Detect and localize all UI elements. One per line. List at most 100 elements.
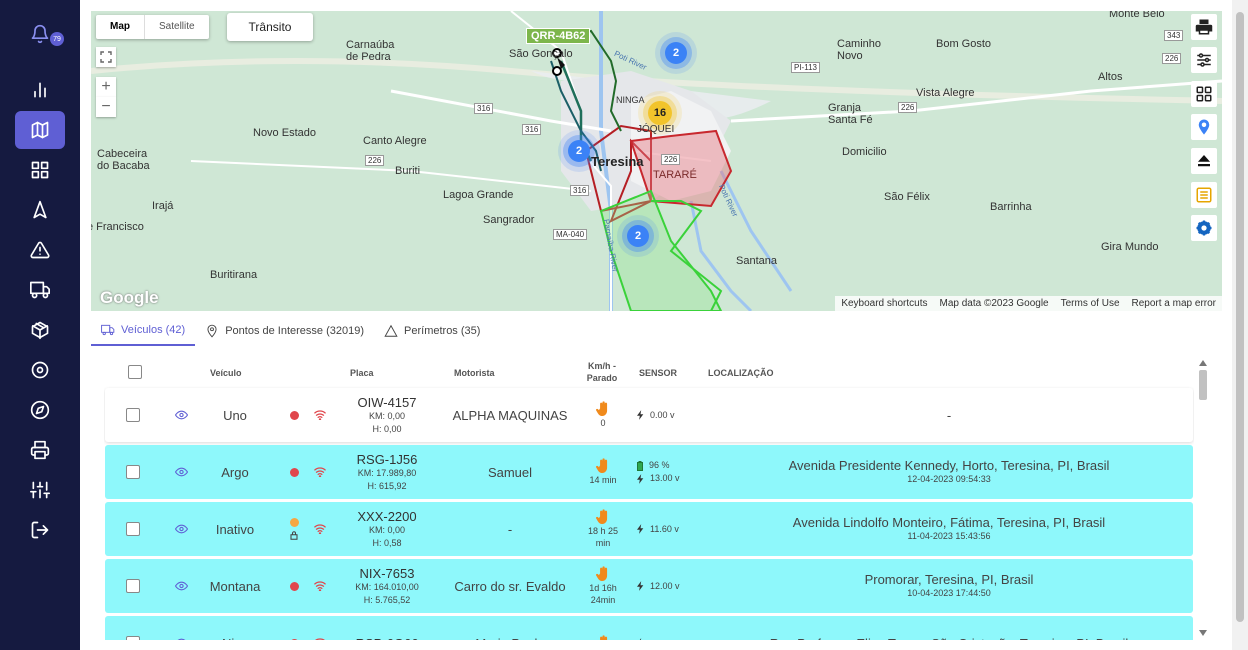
grid-icon xyxy=(31,161,49,179)
map-label: Teresina xyxy=(591,154,644,169)
cluster-marker[interactable]: 2 xyxy=(627,225,649,247)
lightning-icon xyxy=(639,638,642,640)
eject-icon xyxy=(1198,155,1210,167)
nav-print[interactable] xyxy=(15,431,65,469)
terms-link[interactable]: Terms of Use xyxy=(1060,298,1120,309)
compass-icon xyxy=(30,400,50,420)
driver-name: Carro do sr. Evaldo xyxy=(454,578,566,594)
map-layers-grid-button[interactable] xyxy=(1191,81,1217,107)
list-icon xyxy=(1196,187,1212,203)
nav-map[interactable] xyxy=(15,111,65,149)
settings-button[interactable] xyxy=(1191,215,1217,241)
map-type-satellite-button[interactable]: Satellite xyxy=(159,21,195,32)
nav-navigation[interactable] xyxy=(15,191,65,229)
print-map-button[interactable] xyxy=(1191,14,1217,40)
table-scrollbar[interactable] xyxy=(1197,358,1209,638)
nav-vehicles[interactable] xyxy=(15,271,65,309)
map-view[interactable]: Map Satellite Trânsito + − QRR-4B62 2 16… xyxy=(91,11,1222,311)
road-shield: MA-040 xyxy=(553,229,588,240)
map-label: Cabeceira do Bacaba xyxy=(97,148,150,172)
row-checkbox[interactable] xyxy=(126,522,140,536)
report-error-link[interactable]: Report a map error xyxy=(1131,298,1216,309)
sidebar: 79 xyxy=(0,0,80,650)
scroll-up-icon[interactable] xyxy=(1199,360,1207,366)
keyboard-shortcuts-link[interactable]: Keyboard shortcuts xyxy=(841,298,928,309)
nav-packages[interactable] xyxy=(15,311,65,349)
list-button[interactable] xyxy=(1191,182,1217,208)
nav-alerts[interactable] xyxy=(15,231,65,269)
eye-icon[interactable] xyxy=(174,581,188,591)
vehicle-marker-icon[interactable] xyxy=(551,47,573,77)
table-row[interactable]: Uno OIW-4157 KM: 0,00 H: 0,00 ALPHA MAQU… xyxy=(105,388,1193,442)
transit-button[interactable]: Trânsito xyxy=(227,13,313,41)
vehicle-plate: XXX-2200 xyxy=(357,508,417,524)
header-location: LOCALIZAÇÃO xyxy=(708,368,774,378)
hand-stop-icon xyxy=(596,509,608,524)
vehicle-km: KM: 17.989,80 xyxy=(357,467,417,478)
lightning-icon xyxy=(637,524,644,534)
vehicle-tag[interactable]: QRR-4B62 xyxy=(526,28,591,44)
triangle-icon xyxy=(384,324,398,337)
location-address: Avenida Lindolfo Monteiro, Fátima, Teres… xyxy=(792,515,1106,530)
page-scroll-thumb[interactable] xyxy=(1236,12,1244,622)
vehicle-plate: RSP-6G66 xyxy=(356,636,419,641)
status-dot xyxy=(289,638,299,640)
cluster-marker[interactable]: 2 xyxy=(665,42,687,64)
nav-settings[interactable] xyxy=(15,471,65,509)
nav-reports[interactable] xyxy=(15,71,65,109)
map-label: Barrinha xyxy=(990,201,1032,213)
map-label: e Francisco xyxy=(91,221,144,233)
vehicle-km: KM: 0,00 xyxy=(368,524,406,535)
cluster-marker[interactable]: 2 xyxy=(568,140,590,162)
lightning-icon xyxy=(637,410,644,420)
eye-icon[interactable] xyxy=(174,410,188,420)
eye-icon[interactable] xyxy=(174,524,188,534)
select-all-checkbox[interactable] xyxy=(128,365,142,379)
search-location-button[interactable] xyxy=(1191,114,1217,140)
table-row[interactable]: Montana NIX-7653 KM: 164.010,00 H: 5.765… xyxy=(105,559,1193,613)
eject-button[interactable] xyxy=(1191,148,1217,174)
vehicle-hours: H: 0,58 xyxy=(372,537,402,548)
eye-icon[interactable] xyxy=(174,467,188,477)
sliders-icon xyxy=(30,481,50,499)
map-type-map-button[interactable]: Map xyxy=(96,15,145,39)
table-scroll-thumb[interactable] xyxy=(1199,370,1207,400)
nav-target[interactable] xyxy=(15,351,65,389)
nav-logout[interactable] xyxy=(15,511,65,549)
location-address: Rua Professor Elias Torres, São Cristovã… xyxy=(770,636,1129,641)
tab-label: Veículos (42) xyxy=(121,324,186,336)
lightning-icon xyxy=(637,473,644,484)
map-filters-button[interactable] xyxy=(1191,47,1217,73)
cluster-marker[interactable]: 16 xyxy=(648,101,672,125)
table-row[interactable]: Niva RSP-6G66 Maria Paula Rua Professor … xyxy=(105,616,1193,640)
lock-icon xyxy=(290,531,298,540)
vehicle-plate: NIX-7653 xyxy=(359,565,415,581)
grid-icon xyxy=(1196,86,1212,102)
tab-points-of-interest[interactable]: Pontos de Interesse (32019) xyxy=(195,316,374,346)
row-checkbox[interactable] xyxy=(126,579,140,593)
row-checkbox[interactable] xyxy=(126,408,140,422)
printer-icon xyxy=(1195,19,1213,35)
vehicle-hours: H: 0,00 xyxy=(372,423,402,434)
wifi-signal-icon xyxy=(314,524,326,534)
table-row[interactable]: Argo RSG-1J56 KM: 17.989,80 H: 615,92 Sa… xyxy=(105,445,1193,499)
row-checkbox[interactable] xyxy=(126,636,140,640)
tab-vehicles[interactable]: Veículos (42) xyxy=(91,316,196,346)
map-label: Buritirana xyxy=(210,269,258,281)
tab-perimeters[interactable]: Perímetros (35) xyxy=(374,316,490,346)
battery-reading: 96 % xyxy=(637,459,670,472)
nav-dashboard[interactable] xyxy=(15,151,65,189)
nav-compass[interactable] xyxy=(15,391,65,429)
page-scrollbar[interactable] xyxy=(1232,0,1248,650)
table-row[interactable]: Inativo XXX-2200 KM: 0,00 H: 0,58 - 18 h… xyxy=(105,502,1193,556)
eye-icon[interactable] xyxy=(175,638,188,640)
fullscreen-button[interactable] xyxy=(96,47,116,67)
row-checkbox[interactable] xyxy=(126,465,140,479)
voltage-reading: 11.60 v xyxy=(637,523,679,536)
zoom-out-button[interactable]: − xyxy=(96,97,116,117)
vehicle-name: Inativo xyxy=(215,521,255,537)
zoom-in-button[interactable]: + xyxy=(96,77,116,97)
notifications-button[interactable]: 79 xyxy=(15,15,65,53)
scroll-down-icon[interactable] xyxy=(1199,630,1207,636)
bar-chart-icon xyxy=(34,82,46,98)
